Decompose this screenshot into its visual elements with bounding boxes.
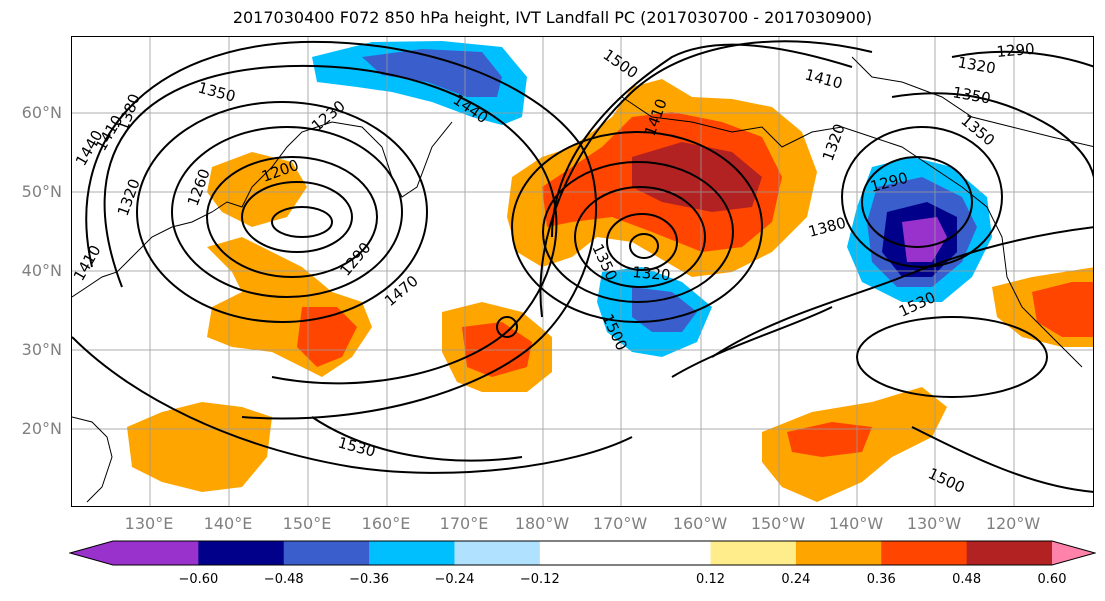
lat-label-50n: 50°N: [21, 182, 62, 201]
negative-ivt-core-nw: [902, 217, 947, 262]
contour-label: 1350: [957, 111, 998, 149]
colorbar-tick-label: −0.24: [434, 572, 475, 587]
lon-label-140e: 140°E: [203, 514, 253, 533]
lat-label-40n: 40°N: [21, 261, 62, 280]
lon-label-170e: 170°E: [439, 514, 489, 533]
colorbar-segment: [539, 541, 626, 565]
lon-label-130w: 130°W: [906, 514, 962, 533]
colorbar-segment: [113, 541, 199, 565]
contour-label: 1410: [72, 242, 105, 284]
contour-label: 1320: [956, 53, 997, 77]
colorbar-segment: [625, 541, 712, 565]
height-contours: [72, 40, 1093, 493]
gridlines: [72, 37, 1093, 506]
map-panel: 1350 1380 1440 1410 1320 1260 1200 1230 …: [71, 36, 1094, 507]
colorbar-segment: [454, 541, 541, 565]
contour-label: 1530: [336, 433, 378, 460]
contour-label: 1410: [803, 65, 845, 92]
colorbar-tick-label: 0.12: [696, 572, 725, 587]
colorbar-segment: [795, 541, 882, 565]
colorbar-segment: [283, 541, 370, 565]
colorbar-tick-label: −0.12: [519, 572, 560, 587]
lon-label-150w: 150°W: [750, 514, 806, 533]
colorbar-segment: [966, 541, 1053, 565]
negative-ivt-core-north: [362, 49, 502, 97]
colorbar-tick-label: 0.48: [952, 572, 982, 587]
positive-ivt-strong-california: [1032, 282, 1093, 337]
lon-label-160w: 160°W: [672, 514, 728, 533]
positive-ivt-strong-hawaii-east: [787, 422, 872, 457]
contour-label: 1350: [196, 78, 238, 105]
colorbar-extend-max: [1052, 541, 1095, 565]
colorbar-tick-label: −0.60: [178, 572, 219, 587]
lat-label-60n: 60°N: [21, 103, 62, 122]
lon-label-160e: 160°E: [361, 514, 411, 533]
lon-label-140w: 140°W: [828, 514, 884, 533]
contour-label: 1350: [588, 241, 620, 283]
colorbar-segment: [881, 541, 968, 565]
positive-ivt-region-philippines: [127, 402, 272, 492]
contour-label: 1320: [819, 121, 849, 163]
colorbar-tick-label: 0.24: [781, 572, 811, 587]
contour-label: 1320: [632, 263, 672, 284]
colorbar-tick-label: 0.60: [1037, 572, 1067, 587]
contour-label: 1320: [114, 176, 144, 218]
lon-label-150e: 150°E: [282, 514, 332, 533]
positive-ivt-strong-west-pacific: [297, 307, 357, 367]
colorbar-segment: [710, 541, 797, 565]
colorbar-segment: [198, 541, 285, 565]
contour-label: 1290: [336, 239, 374, 280]
contour-label: 1500: [925, 464, 967, 496]
lon-label-170w: 170°W: [592, 514, 648, 533]
chart-title: 2017030400 F072 850 hPa height, IVT Land…: [232, 8, 873, 27]
positive-ivt-region-japan: [207, 152, 307, 227]
colorbar-segment: [369, 541, 455, 565]
lon-label-180w: 180°W: [514, 514, 570, 533]
contour-labels: 1350 1380 1440 1410 1320 1260 1200 1230 …: [72, 40, 1035, 497]
contour-label: 1350: [951, 83, 992, 107]
colorbar-tick-label: −0.48: [263, 572, 304, 587]
lon-label-130e: 130°E: [124, 514, 174, 533]
contour-label: 1290: [996, 40, 1036, 61]
lat-label-20n: 20°N: [21, 419, 62, 438]
lat-label-30n: 30°N: [21, 340, 62, 359]
colorbar-extend-min: [70, 541, 113, 565]
lon-label-120w: 120°W: [985, 514, 1041, 533]
colorbar: [69, 540, 1096, 566]
contour-label: 1230: [308, 97, 349, 135]
colorbar-tick-label: 0.36: [866, 572, 896, 587]
contour-label: 1380: [806, 214, 848, 241]
colorbar-tick-label: −0.36: [349, 572, 389, 587]
map-svg: 1350 1380 1440 1410 1320 1260 1200 1230 …: [72, 37, 1093, 506]
